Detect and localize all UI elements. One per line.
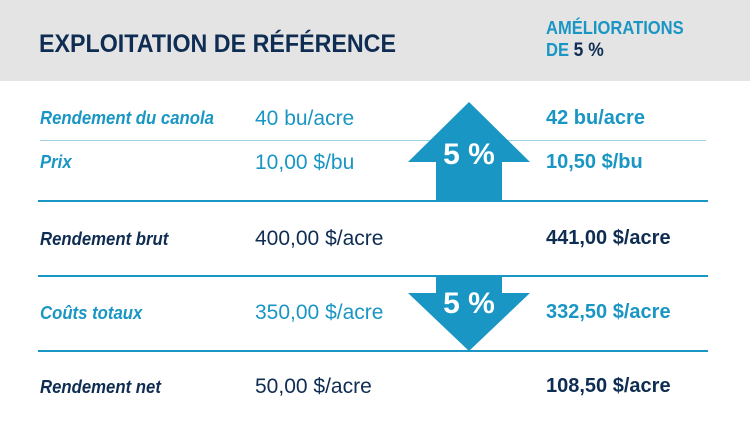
row-label-total-costs: Coûts totaux — [40, 303, 143, 323]
section-divider — [38, 350, 708, 352]
up-arrow-label: 5 % — [443, 138, 495, 171]
row-improved-canola-yield: 42 bu/acre — [546, 107, 645, 129]
page-title: EXPLOITATION DE RÉFÉRENCE — [39, 30, 396, 58]
row-improved-total-costs: 332,50 $/acre — [546, 301, 671, 323]
row-label-price: Prix — [40, 152, 72, 172]
row-label-net-return: Rendement net — [40, 377, 161, 397]
row-base-net-return: 50,00 $/acre — [255, 375, 372, 398]
row-base-gross-return: 400,00 $/acre — [255, 227, 384, 250]
up-arrow-icon: 5 % — [408, 102, 530, 202]
improvements-heading: AMÉLIORATIONS DE 5 % — [546, 17, 684, 62]
row-improved-net-return: 108,50 $/acre — [546, 375, 671, 397]
row-label-gross-return: Rendement brut — [40, 229, 169, 249]
row-improved-gross-return: 441,00 $/acre — [546, 227, 671, 249]
row-base-total-costs: 350,00 $/acre — [255, 301, 384, 324]
down-arrow-icon: 5 % — [408, 275, 530, 351]
section-divider — [38, 275, 708, 277]
row-base-canola-yield: 40 bu/acre — [255, 107, 355, 130]
row-label-canola-yield: Rendement du canola — [40, 108, 214, 128]
row-divider — [40, 140, 706, 141]
improvements-heading-line2: DE 5 % — [546, 39, 684, 62]
improvements-heading-prefix: DE — [546, 40, 570, 60]
header-band: EXPLOITATION DE RÉFÉRENCE AMÉLIORATIONS … — [0, 0, 750, 81]
down-arrow-label: 5 % — [443, 287, 495, 320]
improvements-heading-percent: 5 % — [573, 40, 604, 61]
row-base-price: 10,00 $/bu — [255, 151, 355, 174]
improvements-heading-line1: AMÉLIORATIONS — [546, 18, 684, 38]
section-divider — [38, 200, 708, 202]
row-improved-price: 10,50 $/bu — [546, 151, 643, 173]
